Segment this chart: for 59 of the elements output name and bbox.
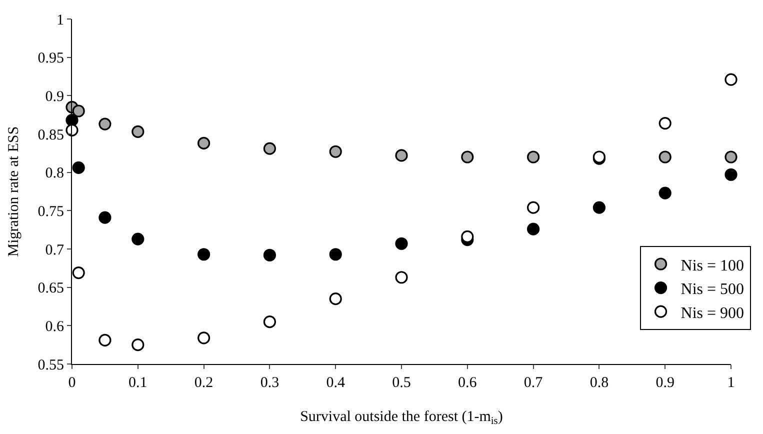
point xyxy=(263,316,276,328)
x-tick-label: 0.2 xyxy=(194,375,214,391)
y-tick-label: 0.7 xyxy=(45,242,64,258)
point xyxy=(198,332,210,344)
point xyxy=(461,230,474,244)
point xyxy=(724,168,738,181)
x-tick-label: 1 xyxy=(727,375,735,391)
point xyxy=(263,248,276,262)
x-tick-label: 0.5 xyxy=(392,375,411,391)
point xyxy=(98,334,112,347)
point xyxy=(72,104,85,118)
x-tick-label: 0.4 xyxy=(326,375,346,391)
legend-label: Nis = 500 xyxy=(680,281,744,298)
point xyxy=(658,150,672,164)
point xyxy=(329,292,342,306)
x-tick-label: 0 xyxy=(68,375,76,391)
point xyxy=(724,73,738,86)
y-tick-label: 1 xyxy=(56,12,64,28)
point xyxy=(198,136,210,150)
point xyxy=(329,248,342,261)
point xyxy=(527,222,540,236)
point xyxy=(395,149,408,162)
x-tick-label: 0.7 xyxy=(524,375,544,391)
point xyxy=(72,161,85,174)
point xyxy=(461,150,474,164)
y-axis-title: Migration rate at ESS xyxy=(6,126,22,257)
y-tick-label: 0.55 xyxy=(38,357,64,374)
y-tick-label: 0.85 xyxy=(38,127,64,144)
y-tick-label: 0.65 xyxy=(38,280,64,297)
point xyxy=(527,201,540,214)
legend-label: Nis = 900 xyxy=(680,304,744,322)
x-tick-label: 0.3 xyxy=(260,375,280,391)
x-tick-label: 0.1 xyxy=(128,375,148,391)
y-tick-label: 0.6 xyxy=(45,318,64,335)
point xyxy=(592,201,606,214)
point xyxy=(198,248,210,261)
x-tick-label: 0.9 xyxy=(656,375,674,391)
point xyxy=(658,116,672,130)
point xyxy=(98,211,112,224)
point xyxy=(724,150,738,164)
y-tick-label: 0.8 xyxy=(45,166,64,182)
point xyxy=(658,186,672,200)
point xyxy=(329,145,342,158)
point xyxy=(527,150,540,164)
x-axis-title: Survival outside the forest (1-m$_{is}$) xyxy=(300,409,503,428)
point xyxy=(132,338,144,352)
y-tick-label: 0.9 xyxy=(45,88,64,105)
x-tick-label: 0.6 xyxy=(458,375,478,391)
legend-label: Nis = 100 xyxy=(680,257,744,274)
point xyxy=(132,125,144,138)
y-tick-label: 0.75 xyxy=(38,204,64,220)
point xyxy=(395,237,408,250)
point xyxy=(263,142,276,155)
point xyxy=(395,271,408,284)
x-tick-label: 0.8 xyxy=(590,375,609,391)
point xyxy=(72,266,85,280)
point xyxy=(132,232,144,246)
point xyxy=(98,118,112,130)
y-tick-label: 0.95 xyxy=(38,50,64,67)
